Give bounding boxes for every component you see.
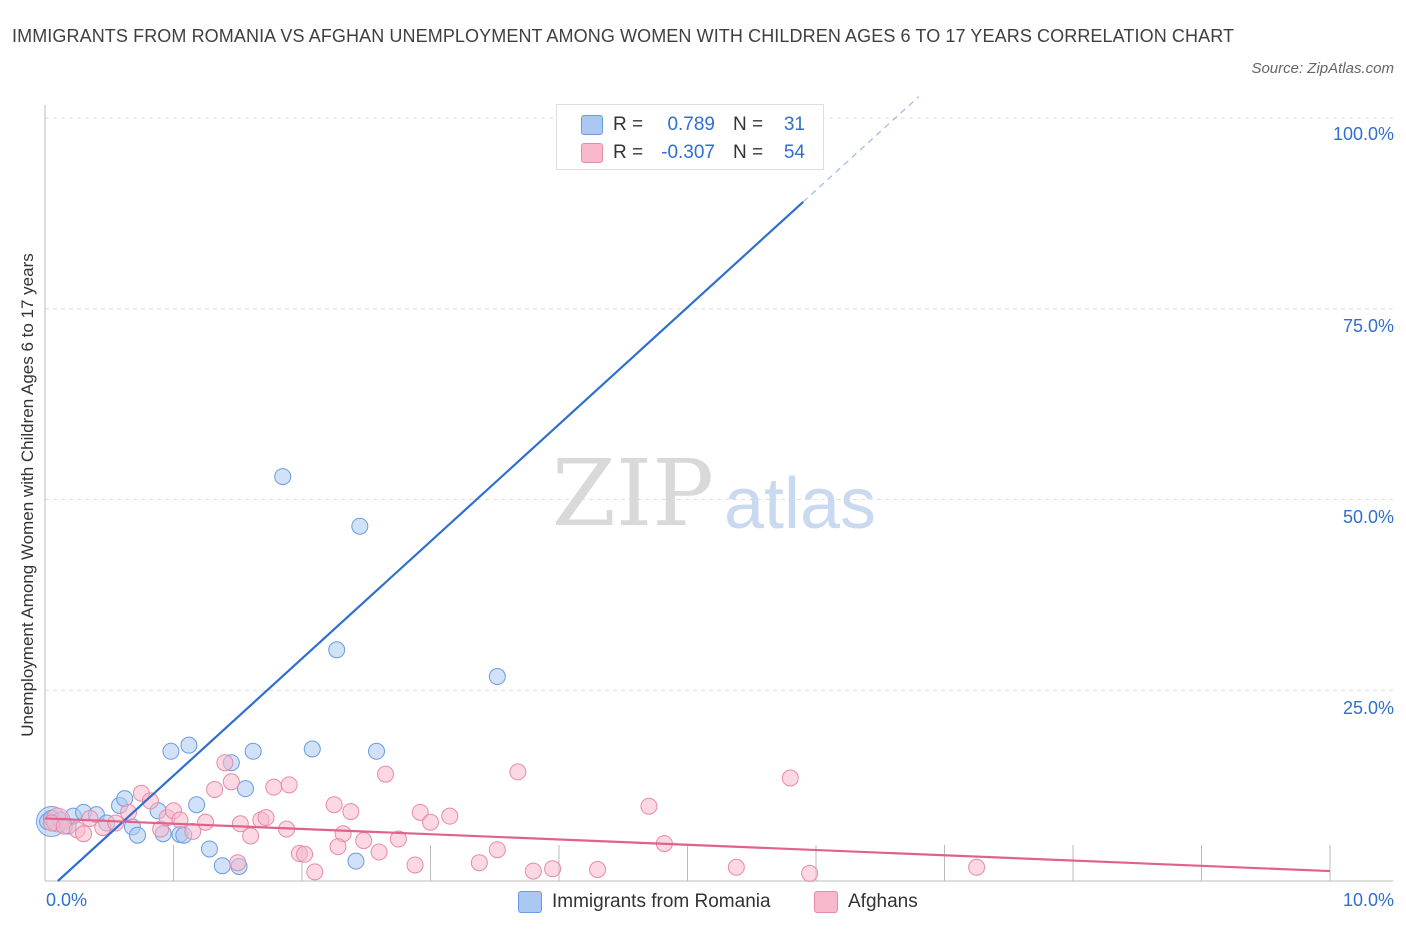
- romania-point: [244, 742, 262, 760]
- correlation-legend: R = 0.789 N = 31 R = -0.307 N = 54: [556, 104, 824, 170]
- afghan-point: [81, 809, 99, 827]
- legend-swatch-romania: [581, 115, 603, 135]
- romania-point: [188, 796, 206, 814]
- afghan-point: [242, 827, 260, 845]
- romania-point: [213, 857, 231, 875]
- grid-lines: [45, 117, 1393, 691]
- x-tick-label-max: 10.0%: [1342, 890, 1394, 910]
- afghan-point: [265, 778, 283, 796]
- series-swatch-afghans: [814, 891, 838, 913]
- afghan-point: [524, 862, 542, 880]
- romania-point: [328, 641, 346, 659]
- afghan-point: [801, 864, 819, 882]
- afghan-point: [325, 796, 343, 814]
- watermark-zip: ZIP: [552, 440, 714, 547]
- afghan-point: [120, 803, 138, 821]
- y-tick-label-25: 25.0%: [1342, 698, 1394, 718]
- afghan-point: [389, 830, 407, 848]
- afghan-point: [411, 803, 429, 821]
- legend-row-romania: R = 0.789 N = 31: [581, 111, 805, 139]
- afghan-point: [727, 858, 745, 876]
- afghan-point: [229, 854, 247, 872]
- afghan-point: [216, 754, 234, 772]
- romania-point: [368, 742, 386, 760]
- afghan-point: [171, 811, 189, 829]
- romania-point: [162, 742, 180, 760]
- axes: [44, 105, 1393, 882]
- series-legend-afghans: Afghans: [814, 889, 918, 915]
- legend-n-label: N =: [733, 114, 764, 135]
- afghan-point: [222, 773, 240, 791]
- legend-r-label: R =: [613, 114, 644, 135]
- romania-point: [274, 468, 292, 486]
- legend-n-label: N =: [733, 142, 764, 163]
- legend-n-value: 31: [783, 114, 805, 135]
- romania-point: [347, 852, 365, 870]
- romania-trend-line: [57, 201, 804, 882]
- trend-lines: [44, 96, 1331, 882]
- afghan-point: [306, 863, 324, 881]
- legend-r-value: 0.789: [667, 114, 715, 135]
- series-label-afghans: Afghans: [848, 891, 918, 912]
- legend-r-value: -0.307: [661, 142, 715, 163]
- y-axis-label: Unemployment Among Women with Children A…: [18, 253, 37, 737]
- romania-point: [488, 668, 506, 686]
- romania-point: [129, 826, 147, 844]
- afghan-point: [406, 856, 424, 874]
- y-tick-label-50: 50.0%: [1342, 507, 1394, 527]
- afghan-point: [342, 803, 360, 821]
- afghan-point: [280, 776, 298, 794]
- romania-point: [180, 736, 198, 754]
- afghan-point: [107, 814, 125, 832]
- afghan-point: [441, 807, 459, 825]
- afghan-point: [231, 815, 249, 833]
- afghan-point: [422, 813, 439, 831]
- afghan-point: [589, 861, 607, 879]
- afghan-point: [329, 838, 347, 856]
- watermark-atlas: atlas: [724, 464, 876, 544]
- romania-point: [236, 780, 254, 798]
- y-tick-label-100: 100.0%: [1332, 124, 1394, 144]
- afghan-trend-line: [44, 817, 1331, 873]
- series-legend-romania: Immigrants from Romania: [518, 889, 771, 915]
- afghan-point: [488, 841, 506, 859]
- afghan-point: [141, 792, 159, 810]
- romania-point: [351, 517, 369, 535]
- afghan-point: [781, 769, 799, 787]
- series-label-romania: Immigrants from Romania: [552, 891, 771, 912]
- watermark: ZIP atlas: [552, 440, 876, 547]
- afghan-point: [206, 780, 224, 798]
- afghan-point: [257, 809, 275, 827]
- afghan-point: [544, 860, 562, 878]
- romania-trend-extension: [802, 96, 920, 203]
- x-tick-label-min: 0.0%: [46, 890, 88, 910]
- legend-row-afghans: R = -0.307 N = 54: [581, 139, 805, 167]
- afghan-point: [640, 797, 658, 815]
- data-points: [35, 468, 986, 882]
- legend-swatch-afghans: [581, 143, 603, 163]
- romania-point: [200, 840, 218, 858]
- afghan-point: [968, 858, 986, 876]
- afghan-point: [370, 843, 388, 861]
- romania-point: [303, 740, 321, 758]
- legend-n-value: 54: [783, 142, 805, 163]
- afghan-point: [296, 845, 314, 863]
- series-swatch-romania: [518, 891, 542, 913]
- chart-title: IMMIGRANTS FROM ROMANIA VS AFGHAN UNEMPL…: [12, 26, 1235, 46]
- legend-r-label: R =: [613, 142, 644, 163]
- y-tick-label-75: 75.0%: [1342, 316, 1394, 336]
- afghan-point: [197, 813, 215, 831]
- afghan-point: [75, 825, 93, 843]
- afghan-point: [355, 832, 373, 850]
- source-label: Source: ZipAtlas.com: [1251, 60, 1394, 77]
- afghan-point: [470, 854, 488, 872]
- afghan-point: [377, 765, 395, 783]
- afghan-point: [509, 763, 527, 781]
